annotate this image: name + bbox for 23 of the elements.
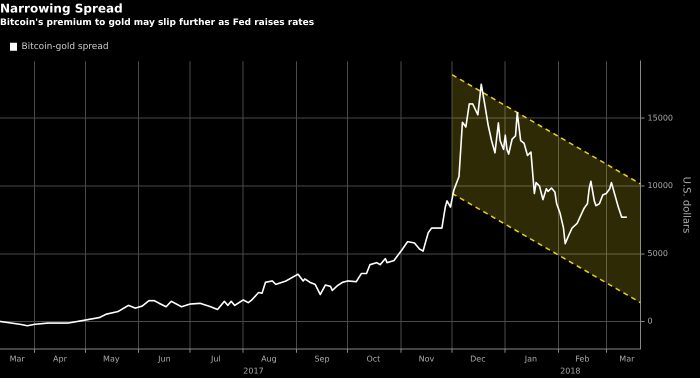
- x2-tick-label: 2017: [243, 366, 264, 376]
- x-tick-label: Mar: [10, 354, 26, 364]
- chart-title: Narrowing Spread: [0, 1, 123, 16]
- y-tick-label: 10000: [648, 181, 674, 190]
- legend-label: Bitcoin-gold spread: [22, 42, 109, 52]
- x-tick-label: Sep: [314, 354, 330, 364]
- chart-subtitle: Bitcoin's premium to gold may slip further as Fed raises rates: [0, 18, 314, 28]
- y-axis-title: U.S. dollars: [680, 176, 692, 234]
- x-tick-label: Nov: [418, 354, 435, 364]
- x-tick-label: Apr: [53, 354, 68, 364]
- x-tick-label: Jun: [157, 354, 171, 364]
- y-tick-label: 0: [648, 316, 653, 326]
- x-tick-label: Feb: [575, 354, 590, 364]
- x-tick-label: Jul: [210, 354, 221, 364]
- x-tick-label: Jan: [524, 354, 538, 364]
- x-tick-label: Oct: [366, 354, 380, 364]
- x-tick-label: Mar: [619, 354, 636, 364]
- x-tick-label: Dec: [470, 354, 486, 364]
- y-tick-label: 5000: [648, 248, 668, 258]
- x-tick-label: May: [103, 354, 120, 364]
- x2-tick-label: 2018: [560, 366, 581, 376]
- x-tick-label: Aug: [261, 354, 277, 364]
- y-tick-label: 15000: [648, 113, 674, 122]
